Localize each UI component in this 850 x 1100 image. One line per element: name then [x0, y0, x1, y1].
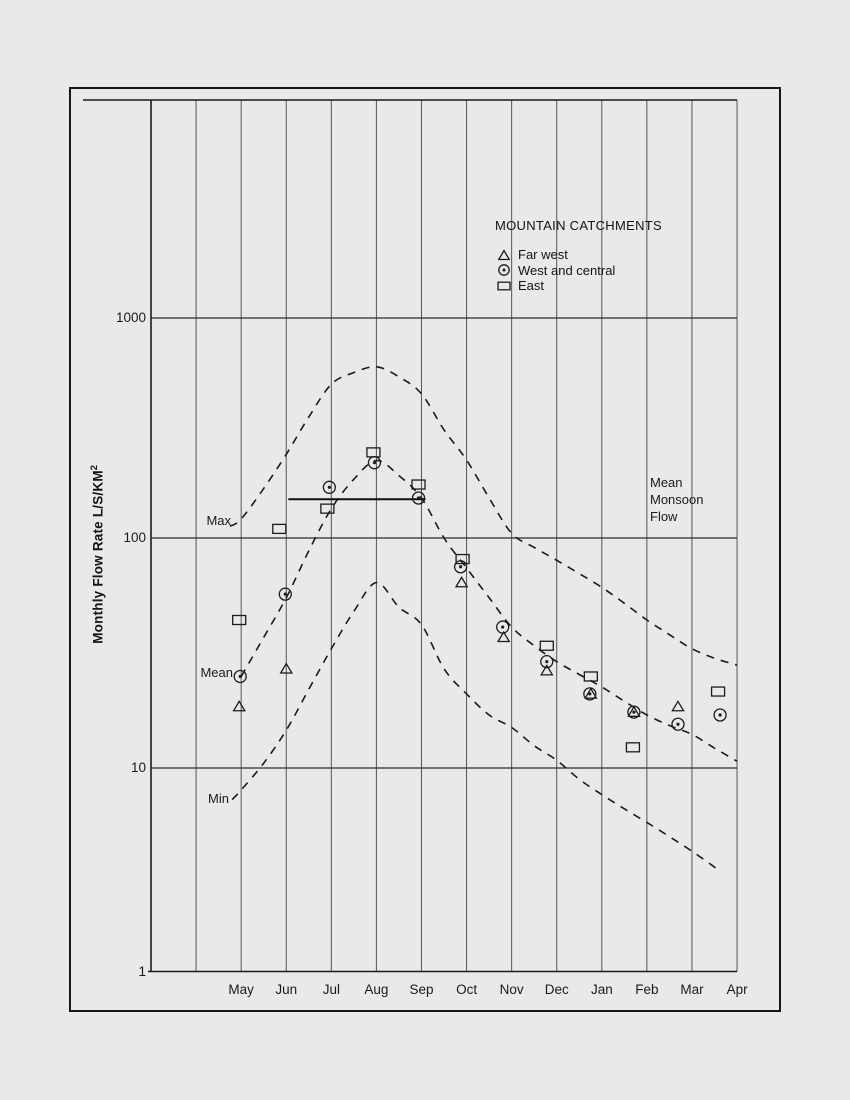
min-curve-label: Min [208, 791, 229, 806]
west-central-point [453, 560, 468, 574]
annotation-line: Mean [650, 475, 683, 490]
far-west-point [454, 576, 469, 588]
far-west-point [232, 700, 246, 712]
legend-title: MOUNTAIN CATCHMENTS [495, 218, 662, 233]
west-central-point-dot [416, 496, 421, 500]
west-central-point [713, 708, 727, 722]
annotation-line: Monsoon [650, 492, 704, 507]
mean-envelope-curve [240, 459, 738, 762]
y-axis-title-exponent: 2 [88, 464, 100, 471]
y-tick-label: 1000 [115, 310, 146, 325]
west-central-point-dot [588, 692, 592, 696]
x-tick-label: May [228, 982, 254, 997]
x-tick-label: Sep [409, 982, 434, 997]
east-point [411, 479, 426, 490]
west-central-point [540, 654, 554, 669]
square-marker-icon [497, 281, 511, 291]
west-central-point-dot [238, 674, 242, 679]
x-tick-label: Jul [322, 982, 340, 997]
east-point [455, 553, 470, 565]
east-point [583, 671, 598, 682]
legend-item-far-west: Far west [496, 247, 662, 263]
west-central-point-dot [501, 625, 505, 629]
west-central-point [583, 687, 597, 701]
west-central-point-dot [632, 710, 636, 714]
x-tick-label: Dec [544, 982, 569, 997]
x-tick-label: Nov [499, 982, 524, 997]
legend-item-east: East [496, 278, 662, 294]
x-tick-label: Oct [456, 982, 478, 997]
y-tick-label: 10 [130, 760, 146, 775]
legend: MOUNTAIN CATCHMENTS Far west West and ce… [495, 218, 662, 294]
west-central-point [627, 705, 641, 719]
east-point [320, 503, 335, 514]
mean-curve-label: Mean [200, 665, 233, 680]
east-point [272, 523, 287, 535]
legend-label: East [518, 278, 545, 294]
west-central-point-dot [283, 592, 287, 596]
far-west-point [584, 687, 598, 699]
annotation-line: Flow [650, 509, 678, 524]
far-west-point [279, 662, 294, 674]
y-axis-title: Monthly Flow Rate L/S/KM2 [89, 404, 106, 704]
x-tick-label: Jun [275, 982, 298, 997]
max-curve-label: Max [206, 513, 231, 528]
triangle-marker-icon [497, 248, 511, 260]
x-tick-label: Apr [726, 982, 748, 997]
west-central-point-dot [327, 485, 331, 489]
far-west-point [627, 705, 641, 717]
west-central-point [671, 717, 685, 731]
x-tick-label: Mar [680, 982, 704, 997]
west-central-point-dot [545, 660, 549, 664]
west-central-point-dot [718, 713, 722, 717]
far-west-point [671, 700, 685, 712]
x-tick-label: Aug [364, 982, 389, 997]
x-tick-label: Feb [635, 982, 659, 997]
legend-label: West and central [518, 262, 616, 278]
east-point [710, 686, 726, 697]
mean-monsoon-flow-annotation: Mean Monsoon Flow [650, 474, 703, 525]
legend-item-west-central: West and central [496, 263, 662, 279]
east-point [232, 614, 247, 626]
far-west-point [540, 664, 554, 676]
west-central-point [233, 669, 247, 684]
figure-frame [69, 87, 781, 1012]
east-point [539, 640, 554, 651]
west-central-point-dot [459, 565, 463, 569]
y-axis-title-text: Monthly Flow Rate L/S/KM [90, 470, 106, 644]
west-central-point [322, 480, 337, 494]
west-central-point [278, 587, 292, 601]
x-tick-label: Jan [590, 982, 613, 997]
min-envelope-curve [231, 581, 718, 870]
legend-label: Far west [518, 247, 568, 263]
y-tick-label: 1 [138, 963, 146, 979]
west-central-point-dot [372, 461, 377, 465]
y-tick-label: 100 [123, 530, 146, 545]
far-west-point [496, 630, 511, 643]
max-envelope-curve [229, 365, 738, 666]
east-point [625, 742, 641, 753]
west-central-point [411, 491, 426, 505]
west-central-point-dot [676, 722, 680, 726]
circle-dot-marker-icon [498, 264, 510, 277]
east-point [366, 447, 381, 458]
west-central-point [496, 620, 510, 634]
